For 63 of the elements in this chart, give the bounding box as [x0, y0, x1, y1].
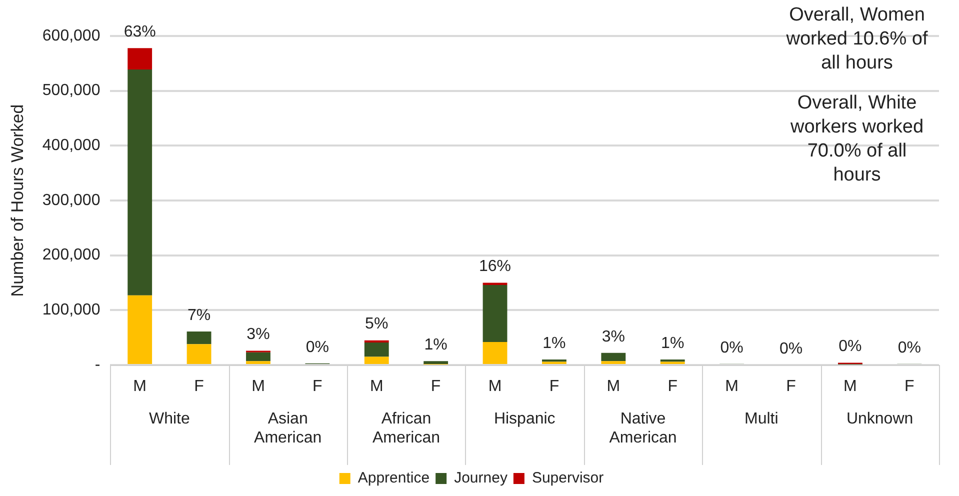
x-tick-label: M — [133, 378, 146, 396]
bar — [246, 361, 270, 364]
annotation: 7% — [187, 306, 211, 324]
y-tick-label: - — [94, 356, 100, 374]
x-tick-label: F — [549, 378, 560, 396]
x-tick-label: F — [786, 378, 796, 396]
bar — [186, 332, 212, 344]
text: African American — [372, 410, 440, 446]
bar — [482, 342, 508, 364]
bar — [482, 284, 508, 342]
legend-label: Supervisor — [532, 470, 604, 487]
y-tick-label: 100,000 — [42, 302, 100, 319]
bar — [246, 352, 270, 362]
annotation: 1% — [542, 334, 566, 352]
y-tick-label: 200,000 — [42, 246, 100, 264]
x-tick-label: F — [312, 378, 323, 396]
text: Multi — [744, 410, 778, 428]
y-tick-label: 500,000 — [42, 82, 100, 100]
annotation: 3% — [602, 328, 625, 346]
x-tick-label: M — [725, 378, 738, 396]
annotation: 0% — [898, 339, 921, 356]
y-tick-label: 300,000 — [42, 192, 100, 209]
bar — [128, 48, 152, 70]
bar — [364, 356, 389, 364]
annotation: 5% — [365, 316, 388, 333]
x-tick-label: M — [252, 378, 265, 396]
x-tick-label: M — [606, 378, 620, 396]
x-tick-label: M — [844, 378, 857, 396]
annotation: 0% — [306, 338, 329, 356]
text: Hispanic — [494, 410, 556, 428]
text: Asian American — [254, 410, 322, 446]
legend-label: Apprentice — [358, 470, 430, 487]
bar — [364, 340, 389, 343]
bar — [601, 352, 626, 362]
bar — [186, 344, 212, 364]
y-axis-title: Number of Hours Worked — [8, 104, 27, 297]
annotation: 1% — [424, 336, 448, 354]
annotation: 3% — [246, 326, 270, 344]
bar — [128, 69, 152, 296]
annotation: 0% — [720, 339, 744, 356]
annotation: 0% — [779, 340, 803, 358]
text: Native American — [609, 410, 677, 446]
x-tick-label: M — [488, 378, 502, 396]
x-tick-label: F — [668, 378, 678, 396]
legend-label: Journey — [454, 470, 508, 487]
x-tick-label: F — [430, 378, 441, 396]
bar — [601, 361, 626, 364]
x-tick-label: F — [194, 378, 204, 396]
x-tick-label: M — [370, 378, 384, 396]
annotation: 16% — [479, 258, 512, 276]
bar — [424, 361, 448, 364]
bar — [128, 295, 152, 364]
text: Unknown — [846, 410, 914, 428]
annotation: 0% — [838, 338, 862, 356]
annotation: 1% — [661, 334, 684, 352]
bar — [364, 342, 389, 357]
y-tick-label: 600,000 — [42, 27, 100, 44]
annotation: Overall, Women worked 10.6% of all hours — [785, 4, 928, 74]
y-tick-label: 400,000 — [42, 137, 100, 154]
annotation: 63% — [124, 23, 156, 40]
text: White — [148, 410, 190, 428]
x-tick-label: F — [904, 378, 915, 396]
annotation: Overall, White workers worked 70.0% of all hours — [789, 92, 924, 186]
